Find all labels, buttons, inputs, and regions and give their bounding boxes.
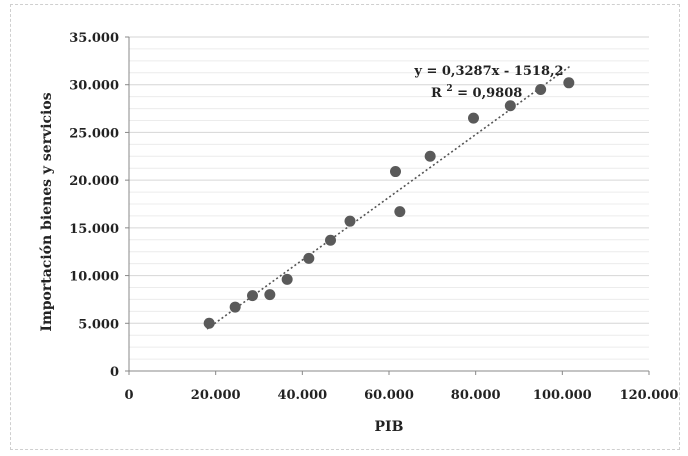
y-tick-labels: 0 5.000 10.000 15.000 20.000 25.000 30.000 35.0…: [69, 31, 119, 380]
grid-layer: [129, 36, 649, 360]
data-point: [563, 77, 575, 89]
r2-label-value: = 0,9808: [457, 86, 522, 101]
r2-label-sup: 2: [446, 84, 452, 94]
trendline-layer: [206, 64, 572, 330]
data-point: [504, 100, 516, 112]
scatter-chart: 0 5.000 10.000 15.000 20.000 25.000 30.000 35.0…: [39, 31, 678, 435]
y-tick-label: 15.000: [69, 222, 119, 237]
x-tick-label: 60.000: [364, 388, 414, 403]
data-point: [394, 206, 406, 218]
r2-label-prefix: R: [431, 86, 442, 101]
data-point: [247, 290, 258, 302]
data-point: [303, 252, 315, 264]
x-tick-label: 40.000: [277, 388, 327, 403]
y-tick-label: 35.000: [69, 31, 119, 46]
y-axis-title: Importación bienes y servicios: [39, 92, 55, 331]
y-tick-label: 30.000: [69, 79, 119, 94]
x-tick-label: 120.000: [620, 388, 679, 403]
points-layer: [203, 77, 575, 329]
data-point: [468, 112, 479, 124]
data-point: [390, 166, 401, 178]
y-tick-label: 0: [110, 365, 119, 380]
data-point: [229, 301, 241, 313]
data-point: [344, 215, 356, 227]
x-axis-title: PIB: [375, 419, 404, 435]
chart-area: 0 5.000 10.000 15.000 20.000 25.000 30.000 35.0…: [10, 4, 680, 450]
data-point: [424, 150, 436, 162]
x-tick-label: 0: [124, 388, 133, 403]
trendline-equation: y = 0,3287x - 1518,2: [413, 64, 563, 79]
x-tick-label: 80.000: [451, 388, 501, 403]
y-tick-label: 20.000: [69, 174, 119, 189]
data-point: [281, 273, 293, 285]
y-tick-label: 10.000: [69, 270, 119, 285]
trendline-r2: R 2 = 0,9808: [431, 80, 522, 101]
x-tick-label: 100.000: [533, 388, 592, 403]
y-tick-label: 5.000: [78, 317, 119, 332]
data-point: [203, 317, 215, 329]
data-point: [535, 83, 547, 95]
x-tick-label: 20.000: [191, 388, 241, 403]
x-tick-labels: 0 20.000 40.000 60.000 80.000 100.000 120.000: [124, 388, 678, 403]
trendline: [206, 64, 572, 330]
axis-layer: [125, 36, 650, 375]
data-point: [325, 234, 336, 246]
data-point: [264, 289, 276, 301]
y-tick-label: 25.000: [69, 126, 119, 141]
